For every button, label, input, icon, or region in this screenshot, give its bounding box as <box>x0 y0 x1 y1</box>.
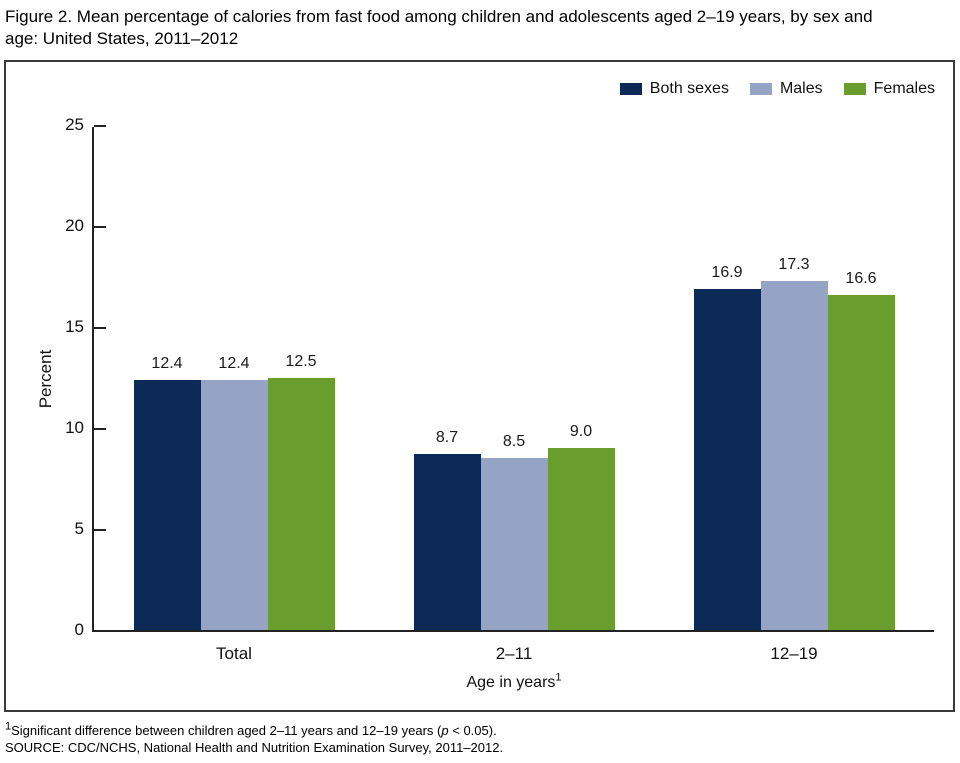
plot-area: Percent 12.4 12.4 12.5 8.7 8.5 9.0 16.9 17.3 16.… <box>36 116 934 691</box>
y-tick-label: 5 <box>74 519 84 538</box>
bar-group: 16.9 17.3 16.6 <box>654 127 934 630</box>
bar-groups: 12.4 12.4 12.5 8.7 8.5 9.0 16.9 17.3 16.6 <box>94 127 934 630</box>
legend-item: Both sexes <box>619 80 729 98</box>
bar <box>413 454 481 630</box>
y-tick-mark <box>94 327 106 329</box>
bar-column: 12.4 <box>200 127 268 630</box>
bar <box>760 280 828 630</box>
legend-swatch-icon <box>843 83 866 95</box>
footnotes: 1Significant difference between children… <box>5 720 504 756</box>
bar-value-label: 16.9 <box>711 263 743 281</box>
bar <box>267 377 335 630</box>
bar-value-label: 9.0 <box>569 423 593 441</box>
legend-item: Females <box>843 80 935 98</box>
chart-panel: Both sexes Males Females Percent 12.4 12.4 1… <box>4 60 955 712</box>
bar <box>827 294 895 630</box>
bar-column: 16.9 <box>693 127 761 630</box>
footnote-superscript: 1 <box>5 720 12 733</box>
figure-title: Figure 2. Mean percentage of calories fr… <box>5 6 955 50</box>
x-axis-label-superscript: 1 <box>555 671 562 684</box>
bar <box>693 288 761 630</box>
category-label: 12–19 <box>770 644 818 663</box>
category-labels: Total 2–11 12–19 <box>94 644 934 664</box>
legend-item: Males <box>749 80 823 98</box>
bar-column: 8.7 <box>413 127 481 630</box>
bar-value-label: 17.3 <box>778 255 810 273</box>
bar-value-label: 8.7 <box>435 429 459 447</box>
legend-swatch-icon <box>749 83 772 95</box>
bar-group: 8.7 8.5 9.0 <box>374 127 654 630</box>
bar <box>200 379 268 630</box>
legend-label: Both sexes <box>649 80 729 97</box>
category-label: Total <box>216 644 252 663</box>
y-tick-label: 15 <box>65 317 84 336</box>
chart-legend: Both sexes Males Females <box>619 80 935 98</box>
bar-column: 8.5 <box>480 127 548 630</box>
bar-column: 17.3 <box>760 127 828 630</box>
y-tick-mark <box>94 226 106 228</box>
footnote-source: SOURCE: CDC/NCHS, National Health and Nu… <box>5 740 504 755</box>
y-tick-label: 25 <box>65 115 84 134</box>
category-label: 2–11 <box>495 644 533 663</box>
legend-swatch-icon <box>619 83 642 95</box>
y-axis-label: Percent <box>36 349 55 408</box>
bar-column: 12.5 <box>267 127 335 630</box>
x-axis-label: Age in years1 <box>94 671 934 692</box>
bar-column: 12.4 <box>133 127 201 630</box>
y-tick-label: 0 <box>74 620 84 639</box>
bar <box>133 379 201 630</box>
legend-label: Males <box>779 80 823 97</box>
bar-column: 9.0 <box>547 127 615 630</box>
bar-value-label: 8.5 <box>502 433 526 451</box>
bar-value-label: 12.4 <box>218 354 250 372</box>
figure-title-line2: age: United States, 2011–2012 <box>5 29 239 48</box>
y-tick-mark <box>94 529 106 531</box>
y-tick-mark <box>94 125 106 127</box>
bar <box>480 458 548 630</box>
bar-group: 12.4 12.4 12.5 <box>94 127 374 630</box>
figure-title-line1: Figure 2. Mean percentage of calories fr… <box>5 7 873 26</box>
bar-value-label: 12.4 <box>151 354 183 372</box>
footnote-p-italic: p <box>441 723 449 738</box>
bar-value-label: 12.5 <box>285 352 317 370</box>
y-tick-mark <box>94 428 106 430</box>
y-tick-label: 10 <box>65 418 84 437</box>
bar-column: 16.6 <box>827 127 895 630</box>
legend-label: Females <box>873 80 935 97</box>
x-axis-label-text: Age in years <box>466 674 556 691</box>
y-tick-label: 20 <box>65 216 84 235</box>
bar <box>547 448 615 630</box>
bar-value-label: 16.6 <box>845 269 877 287</box>
footnote-significance: 1Significant difference between children… <box>5 720 497 738</box>
